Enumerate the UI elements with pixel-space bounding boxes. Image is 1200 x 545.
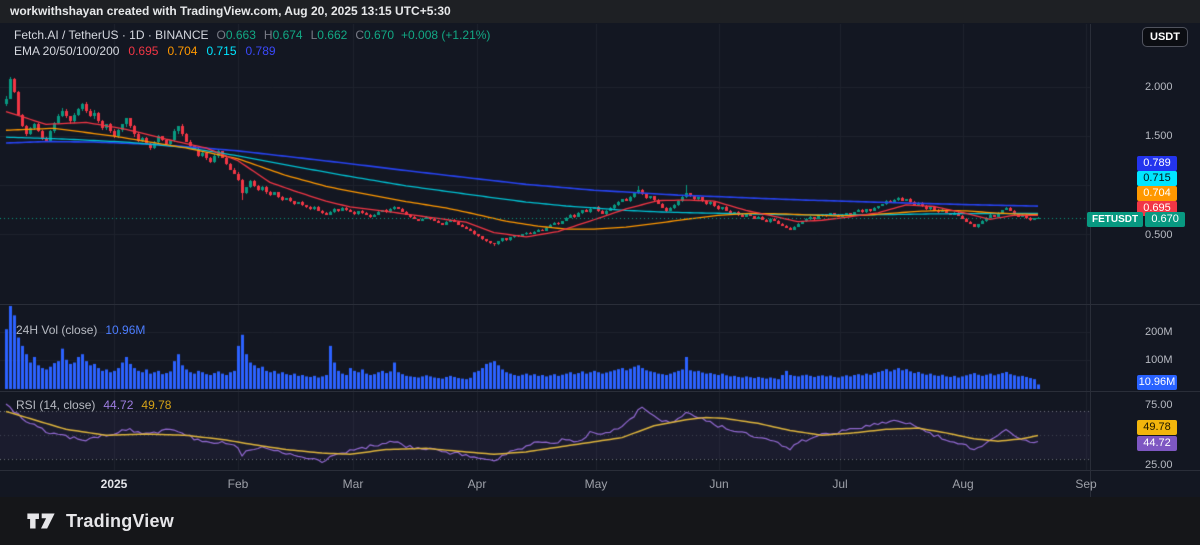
ema-price-badge: 0.704 xyxy=(1137,186,1177,201)
ema100-value: 0.715 xyxy=(206,44,237,58)
time-axis-label: Jul xyxy=(832,477,848,491)
rsi-badge: 49.78 xyxy=(1137,420,1177,435)
volume-current-value: 10.96M xyxy=(105,323,146,337)
ema-legend-row: EMA 20/50/100/200 0.695 0.704 0.715 0.789 xyxy=(14,43,490,59)
axis-tick-label: 2.000 xyxy=(1145,81,1173,93)
ema-indicator-title[interactable]: EMA 20/50/100/200 xyxy=(14,44,120,58)
ema20-value: 0.695 xyxy=(128,44,159,58)
close-label: C xyxy=(355,28,364,42)
ema200-value: 0.789 xyxy=(245,44,276,58)
time-axis-label: Sep xyxy=(1075,477,1097,491)
ema-price-badge: 0.789 xyxy=(1137,156,1177,171)
open-label: O xyxy=(216,28,226,42)
price-chart-canvas[interactable] xyxy=(0,24,1090,470)
time-axis-label: Jun xyxy=(709,477,729,491)
ema-price-badge: 0.715 xyxy=(1137,171,1177,186)
attribution-bar: workwithshayan created with TradingView.… xyxy=(0,0,1200,23)
time-axis-label: May xyxy=(584,477,608,491)
close-value: 0.670 xyxy=(363,28,395,42)
axis-tick-label: 100M xyxy=(1145,354,1173,366)
footer-bar: TradingView xyxy=(0,497,1200,545)
symbol-title[interactable]: Fetch.AI / TetherUS · 1D · BINANCE xyxy=(14,28,209,42)
symbol-price-badge: FETUSDT 0.670 xyxy=(1087,212,1186,227)
axis-tick-label: 75.00 xyxy=(1145,399,1173,411)
axis-tick-label: 0.500 xyxy=(1145,229,1173,241)
axis-tick-label: 25.00 xyxy=(1145,459,1173,471)
time-axis-label: Feb xyxy=(227,477,249,491)
time-axis[interactable]: 2025 Feb Mar Apr May Jun Jul Aug Sep xyxy=(0,470,1200,497)
rsi-indicator-title[interactable]: RSI (14, close) xyxy=(16,398,96,412)
volume-pane-legend: 24H Vol (close) 10.96M xyxy=(16,323,145,337)
rsi-pane-legend: RSI (14, close) 44.72 49.78 xyxy=(16,398,171,412)
axis-tick-label: 200M xyxy=(1145,326,1173,338)
time-axis-label: 2025 xyxy=(100,477,128,491)
change-value: +0.008 (+1.21%) xyxy=(401,28,491,42)
currency-toggle-button[interactable]: USDT xyxy=(1142,27,1188,47)
high-value: 0.674 xyxy=(272,28,303,42)
attribution-text: workwithshayan created with TradingView.… xyxy=(10,4,451,18)
rsi-ma-current-value: 49.78 xyxy=(141,398,172,412)
tradingview-brand-text: TradingView xyxy=(66,510,174,531)
low-value: 0.662 xyxy=(317,28,348,42)
rsi-current-value: 44.72 xyxy=(103,398,134,412)
high-label: H xyxy=(263,28,273,42)
rsi-badge: 44.72 xyxy=(1137,436,1177,451)
volume-indicator-title[interactable]: 24H Vol (close) xyxy=(16,323,98,337)
symbol-badge-price: 0.670 xyxy=(1145,212,1186,227)
time-axis-label: Apr xyxy=(467,477,487,491)
pane-divider-price-volume[interactable] xyxy=(0,304,1200,305)
pane-divider-volume-rsi[interactable] xyxy=(0,391,1200,392)
axis-tick-label: 1.500 xyxy=(1145,130,1173,142)
symbol-badge-ticker: FETUSDT xyxy=(1087,212,1144,227)
time-axis-label: Aug xyxy=(952,477,974,491)
ema50-value: 0.704 xyxy=(167,44,198,58)
price-scale-axis[interactable]: 2.000 1.500 0.500 200M 100M 75.00 25.00 0.789 0.… xyxy=(1087,24,1200,471)
symbol-legend-row: Fetch.AI / TetherUS · 1D · BINANCE O0.663… xyxy=(14,27,490,43)
open-value: 0.663 xyxy=(225,28,256,42)
volume-badge: 10.96M xyxy=(1137,375,1177,390)
tradingview-logo-icon xyxy=(26,510,56,532)
low-label: L xyxy=(310,28,318,42)
price-scale-border xyxy=(1090,24,1091,497)
chart-legend: Fetch.AI / TetherUS · 1D · BINANCE O0.663… xyxy=(14,27,490,59)
time-axis-label: Mar xyxy=(342,477,364,491)
